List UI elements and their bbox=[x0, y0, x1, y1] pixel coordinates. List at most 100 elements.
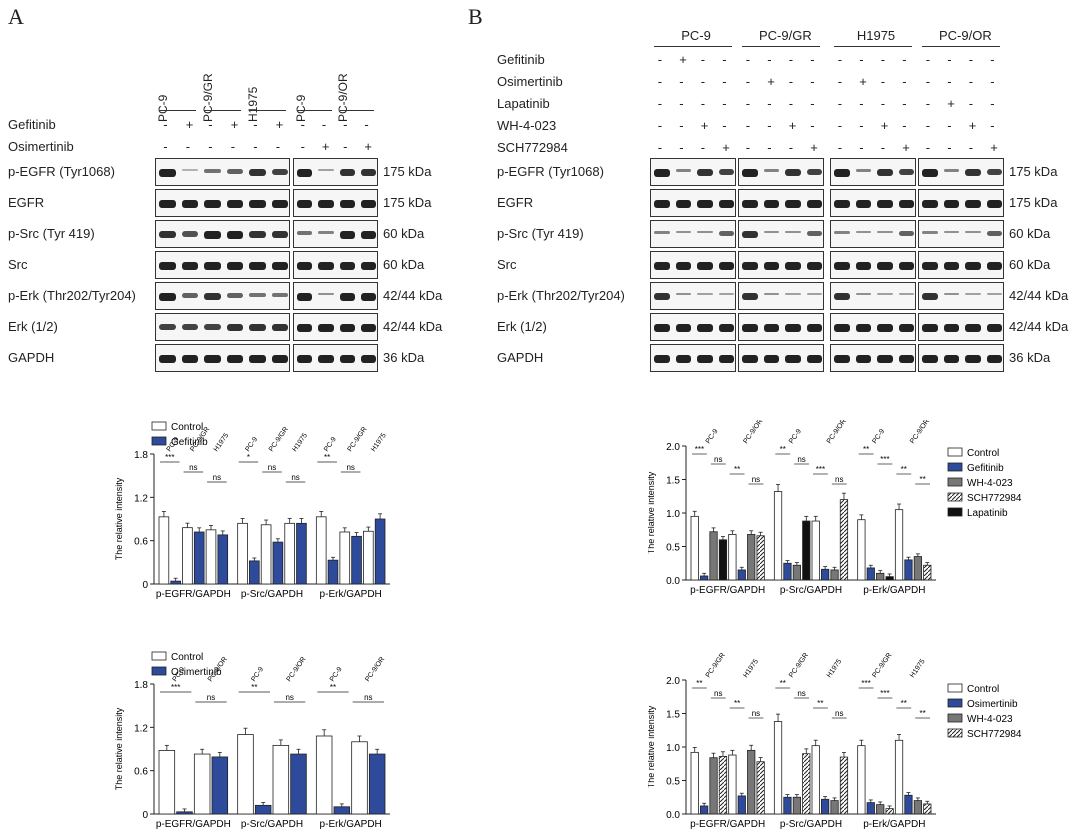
blot-band bbox=[806, 293, 822, 295]
bar bbox=[700, 575, 709, 581]
blot-band bbox=[204, 293, 221, 301]
blot-band bbox=[965, 231, 981, 234]
blot-band bbox=[360, 231, 376, 239]
bar bbox=[690, 751, 699, 815]
significance-label: ** bbox=[901, 465, 907, 474]
bar bbox=[315, 516, 327, 585]
blot-band bbox=[159, 293, 176, 301]
treatment-sign: - bbox=[968, 140, 974, 155]
treatment-label: Osimertinib bbox=[8, 139, 74, 154]
subgroup-label: H1975 bbox=[909, 658, 927, 679]
subgroup-label: H1975 bbox=[213, 432, 231, 453]
blot-band bbox=[922, 200, 938, 208]
blot-band bbox=[271, 355, 288, 363]
blot-band bbox=[986, 169, 1002, 176]
blot-band bbox=[271, 200, 288, 208]
group-header: PC-9/OR bbox=[939, 28, 992, 43]
kda-label: 42/44 kDa bbox=[1009, 288, 1069, 303]
legend-swatch bbox=[151, 651, 167, 661]
bar bbox=[737, 569, 746, 581]
significance-label: ** bbox=[734, 465, 740, 474]
blot-band bbox=[718, 355, 734, 363]
blot-band bbox=[785, 200, 801, 208]
subgroup-label: PC-9 bbox=[871, 428, 886, 445]
y-axis-label: The relative intensity bbox=[114, 477, 124, 560]
blot-band bbox=[943, 169, 959, 173]
legend-label: Control bbox=[171, 652, 203, 663]
column-divider-line bbox=[339, 110, 374, 111]
column-header-left: PC-9/GR bbox=[201, 73, 216, 122]
blot-band bbox=[697, 293, 713, 295]
bar bbox=[237, 734, 254, 815]
blot-band bbox=[763, 355, 779, 363]
blot-band bbox=[675, 355, 691, 363]
treatment-sign: - bbox=[837, 52, 843, 67]
kda-label: 42/44 kDa bbox=[1009, 319, 1069, 334]
group-divider-line bbox=[654, 46, 732, 47]
y-tick-label: 0 bbox=[142, 580, 148, 591]
blot-band bbox=[785, 262, 801, 270]
blot-strip bbox=[650, 282, 736, 310]
treatment-sign: - bbox=[925, 118, 931, 133]
treatment-sign: - bbox=[767, 140, 772, 155]
blot-band bbox=[965, 293, 981, 295]
blot-band bbox=[986, 200, 1002, 208]
blot-band bbox=[297, 169, 313, 177]
significance-label: ** bbox=[780, 679, 786, 688]
bar bbox=[773, 721, 783, 815]
legend-swatch bbox=[947, 492, 963, 502]
blot-band bbox=[318, 200, 334, 208]
significance-label: ns bbox=[268, 463, 276, 472]
treatment-sign: - bbox=[990, 74, 995, 89]
bar bbox=[709, 531, 718, 581]
treatment-sign: - bbox=[745, 74, 751, 89]
blot-band bbox=[226, 293, 243, 298]
blot-band bbox=[898, 262, 914, 270]
blot-band bbox=[339, 200, 355, 208]
bar bbox=[756, 535, 765, 581]
blot-strip-left bbox=[155, 189, 290, 217]
treatment-sign: - bbox=[208, 117, 213, 132]
blot-band bbox=[763, 231, 779, 234]
blot-band bbox=[742, 293, 758, 301]
blot-band bbox=[297, 324, 313, 332]
subgroup-label: H1975 bbox=[826, 658, 844, 679]
significance-label: ** bbox=[901, 699, 907, 708]
blot-band bbox=[339, 324, 355, 332]
protein-label: GAPDH bbox=[497, 350, 544, 365]
treatment-sign: - bbox=[810, 118, 815, 133]
blot-band bbox=[834, 262, 850, 270]
protein-label: EGFR bbox=[497, 195, 534, 210]
blot-band bbox=[855, 293, 871, 296]
treatment-sign: - bbox=[990, 52, 995, 67]
blot-strip bbox=[918, 344, 1004, 372]
bar bbox=[913, 800, 922, 815]
blot-strip-right bbox=[293, 282, 378, 310]
blot-band bbox=[877, 262, 893, 270]
treatment-sign: - bbox=[364, 117, 369, 132]
bar bbox=[821, 568, 830, 581]
treatment-sign: - bbox=[722, 118, 727, 133]
y-tick-label: 2.0 bbox=[666, 442, 680, 453]
kda-label: 60 kDa bbox=[383, 257, 425, 272]
group-header: H1975 bbox=[856, 28, 896, 43]
y-tick-label: 0.6 bbox=[134, 767, 148, 778]
blot-band bbox=[339, 231, 355, 239]
kda-label: 42/44 kDa bbox=[383, 319, 443, 334]
blot-band bbox=[834, 231, 850, 235]
blot-band bbox=[742, 324, 758, 332]
blot-band bbox=[855, 169, 871, 173]
blot-band bbox=[943, 355, 959, 363]
blot-band bbox=[877, 324, 893, 332]
treatment-sign: - bbox=[745, 96, 751, 111]
blot-band bbox=[742, 231, 758, 239]
bar bbox=[296, 522, 307, 585]
chart-osimertinib-b: 0.0 0.5 1.0 1.5 2.0 The relative intensity ** n… bbox=[648, 652, 1022, 830]
blot-band bbox=[181, 169, 198, 171]
blot-band bbox=[834, 169, 850, 177]
blot-band bbox=[249, 169, 266, 177]
x-category-label: p-Src/GAPDH bbox=[780, 585, 842, 596]
blot-band bbox=[855, 231, 871, 234]
blot-band bbox=[271, 324, 288, 332]
bar bbox=[830, 800, 839, 815]
